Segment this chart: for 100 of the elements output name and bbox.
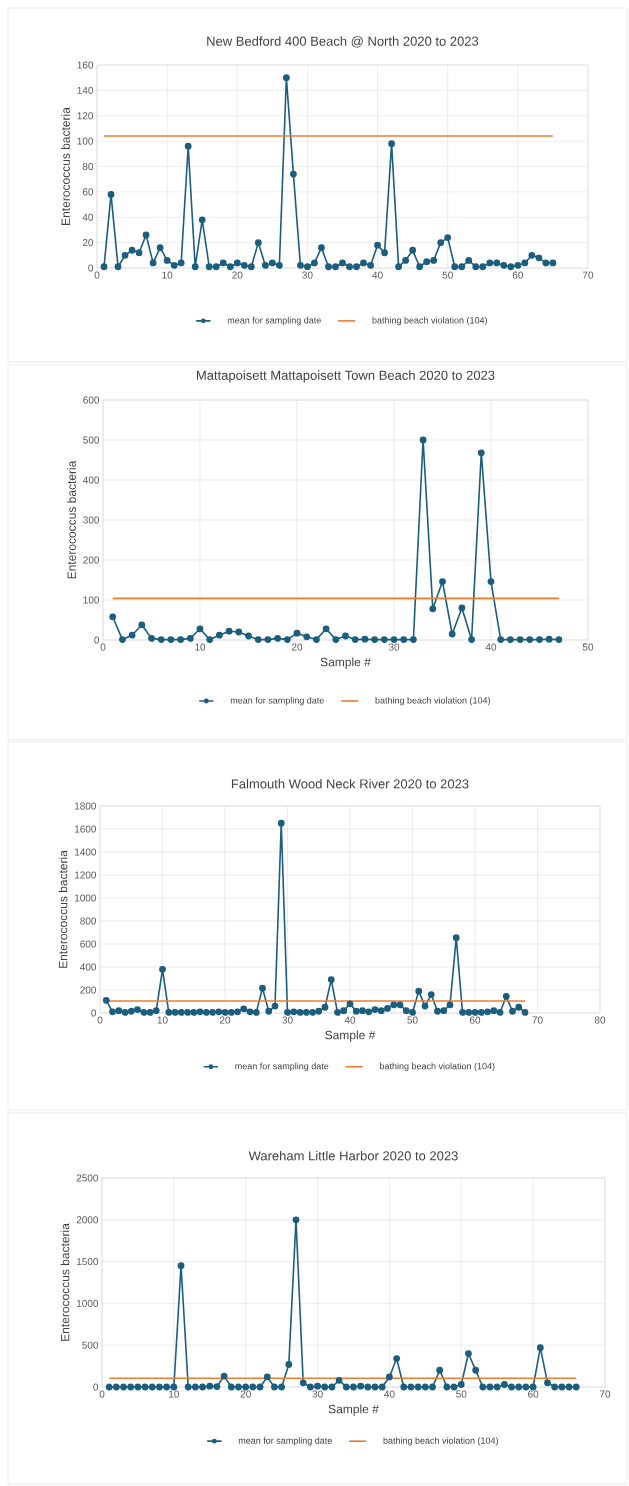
point <box>448 630 456 638</box>
y-axis-title: Enterococcus bacteria <box>58 850 68 968</box>
x-tick-label: 0 <box>100 643 106 651</box>
x-tick-label: 20 <box>240 1390 251 1398</box>
x-axis-title: Sample # <box>320 657 371 669</box>
y-tick-label: 1400 <box>74 848 97 856</box>
x-tick-label: 70 <box>532 1016 543 1024</box>
y-tick-label: 100 <box>77 137 94 145</box>
point <box>225 627 233 635</box>
x-tick-label: 10 <box>169 1390 180 1398</box>
y-tick-label: 1800 <box>74 802 97 810</box>
x-tick-label: 50 <box>582 643 594 651</box>
chart-title: Falmouth Wood Neck River 2020 to 2023 <box>231 778 469 789</box>
y-tick-label: 1600 <box>74 825 97 833</box>
x-tick-label: 10 <box>157 1016 168 1024</box>
y-tick-label: 160 <box>77 61 94 69</box>
point <box>167 636 175 643</box>
point <box>380 636 388 643</box>
y-tick-label: 40 <box>82 213 94 221</box>
chart-title: New Bedford 400 Beach @ North 2020 to 2023 <box>207 36 479 48</box>
x-tick-label: 30 <box>312 1390 323 1398</box>
point <box>177 636 184 643</box>
point <box>196 625 204 633</box>
x-tick-label: 60 <box>469 1016 481 1024</box>
y-tick-label: 1500 <box>76 1258 99 1266</box>
x-tick-label: 10 <box>195 643 206 651</box>
point <box>109 613 117 621</box>
y-tick-label: 2000 <box>76 1216 99 1224</box>
legend-label: mean for sampling date <box>227 316 321 326</box>
point <box>351 636 359 643</box>
point <box>458 604 466 612</box>
point <box>487 578 495 585</box>
x-tick-label: 60 <box>528 1390 539 1398</box>
x-tick-label: 80 <box>594 1016 606 1024</box>
x-tick-label: 40 <box>372 271 383 279</box>
point <box>138 621 146 629</box>
point <box>429 605 437 613</box>
y-tick-label: 400 <box>83 476 100 484</box>
point <box>332 636 340 643</box>
legend-label: mean for sampling date <box>230 696 324 706</box>
point <box>235 628 243 636</box>
x-tick-label: 30 <box>302 271 313 279</box>
legend-label: mean for sampling date <box>238 1437 332 1446</box>
point <box>312 636 320 643</box>
x-tick-label: 20 <box>232 271 243 279</box>
point <box>216 631 223 639</box>
y-tick-label: 600 <box>83 396 100 404</box>
y-tick-label: 0 <box>88 264 94 272</box>
x-tick-label: 70 <box>582 271 594 279</box>
point <box>264 636 272 643</box>
y-tick-label: 200 <box>80 986 97 994</box>
y-tick-label: 0 <box>94 636 100 644</box>
x-tick-label: 40 <box>485 643 497 651</box>
point <box>361 635 369 643</box>
x-tick-label: 30 <box>388 643 400 651</box>
y-tick-label: 80 <box>82 162 94 171</box>
point <box>545 635 553 643</box>
y-tick-label: 500 <box>82 1341 99 1349</box>
legend-label: mean for sampling date <box>235 1062 329 1072</box>
x-axis-title: Sample # <box>325 1030 376 1042</box>
point <box>148 635 155 642</box>
point <box>371 636 378 643</box>
y-tick-label: 300 <box>83 516 100 524</box>
point <box>119 636 126 643</box>
point <box>186 635 194 642</box>
point <box>555 636 563 643</box>
y-tick-label: 60 <box>82 188 94 196</box>
x-tick-label: 50 <box>442 271 453 279</box>
x-tick-label: 50 <box>407 1016 418 1024</box>
point <box>206 636 214 643</box>
y-tick-label: 120 <box>77 112 94 120</box>
legend-label: bathing beach violation (104) <box>380 1062 495 1072</box>
point <box>293 629 301 637</box>
y-tick-label: 0 <box>91 1009 97 1017</box>
point <box>254 636 262 643</box>
point <box>468 636 475 643</box>
point <box>419 436 427 444</box>
x-tick-label: 50 <box>456 1390 467 1398</box>
y-tick-label: 200 <box>83 556 100 564</box>
y-tick-label: 140 <box>77 86 94 94</box>
y-tick-label: 1000 <box>74 894 97 902</box>
y-tick-label: 2500 <box>76 1174 99 1182</box>
x-tick-label: 10 <box>162 271 173 279</box>
chart-title: Mattapoisett Mattapoisett Town Beach 2020 to 2023 <box>196 370 495 383</box>
point <box>409 636 417 643</box>
x-axis-title: Sample # <box>328 1404 379 1416</box>
legend-label: bathing beach violation (104) <box>375 696 490 706</box>
y-axis-title: Enterococcus bacteria <box>61 107 70 225</box>
point <box>303 633 311 641</box>
y-tick-label: 20 <box>82 239 94 247</box>
y-tick-label: 400 <box>80 963 97 971</box>
y-tick-label: 1200 <box>74 871 97 879</box>
x-tick-label: 70 <box>599 1390 611 1398</box>
point <box>526 636 534 643</box>
y-tick-label: 500 <box>83 436 100 444</box>
point <box>274 635 281 642</box>
point <box>390 636 398 643</box>
x-tick-label: 0 <box>99 1390 105 1398</box>
point <box>128 631 136 639</box>
chart-title: Wareham Little Harbor 2020 to 2023 <box>248 1150 458 1161</box>
